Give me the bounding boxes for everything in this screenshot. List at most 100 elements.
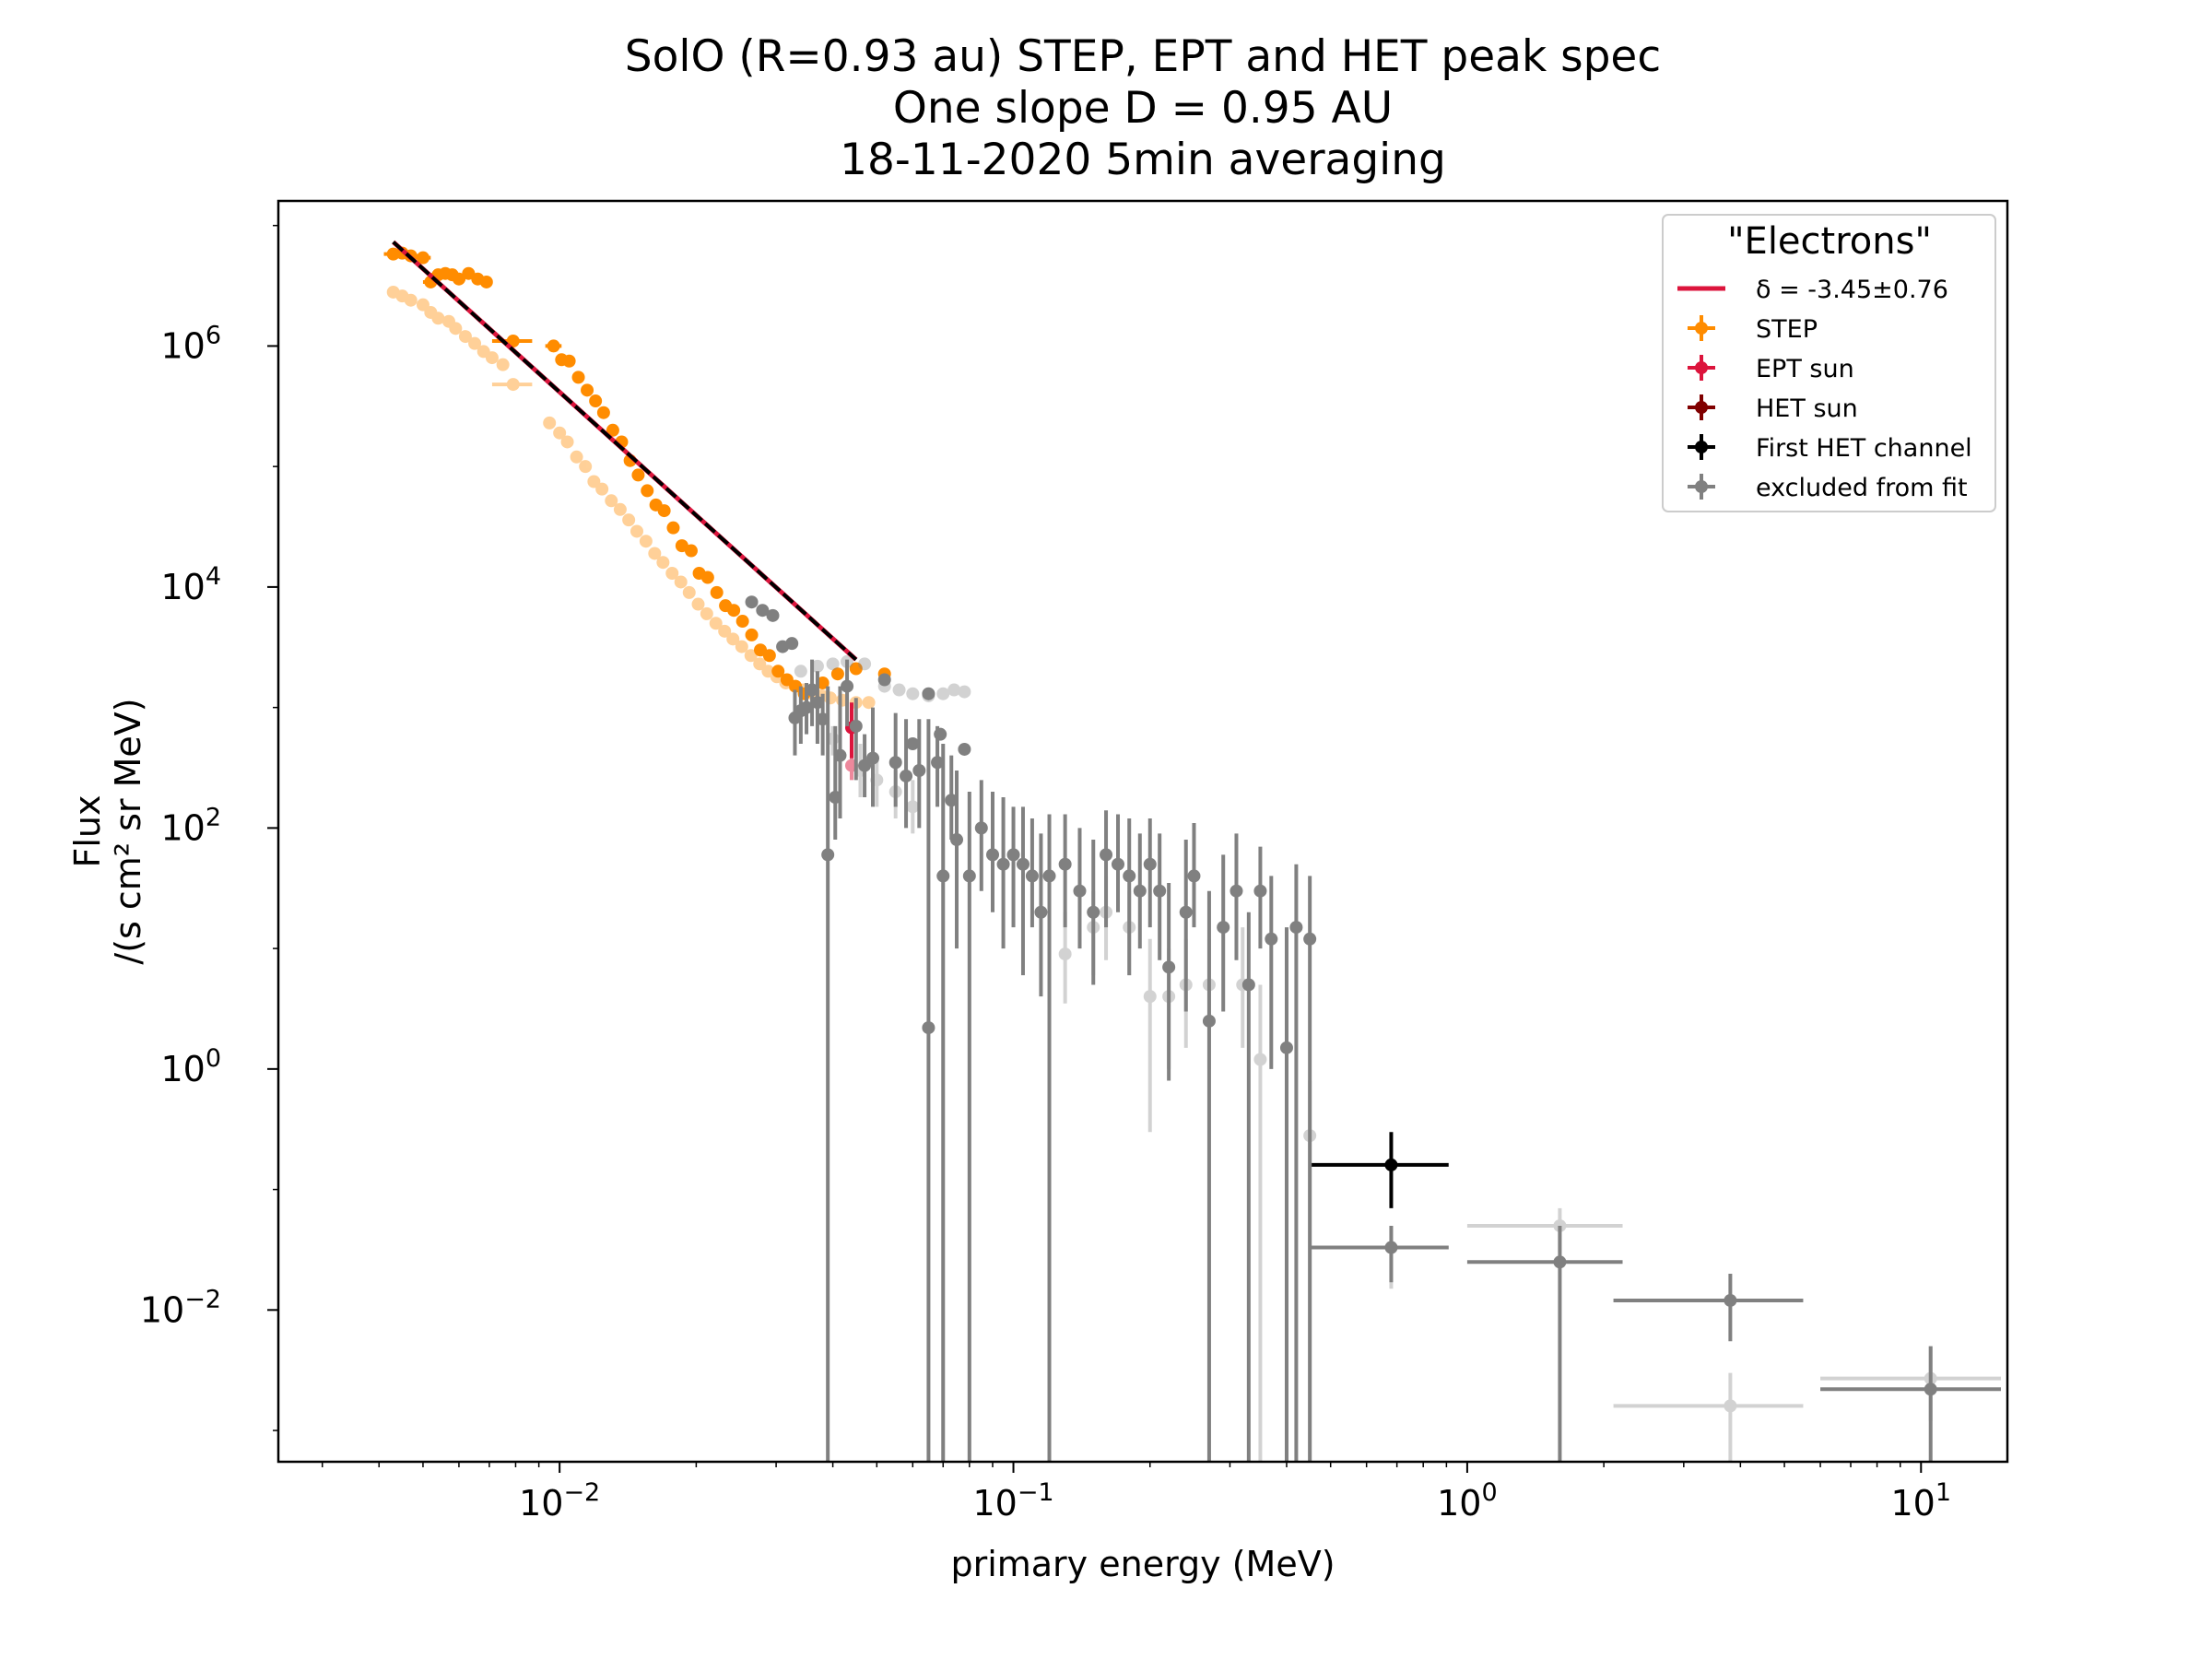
data-point: [945, 794, 959, 807]
data-point: [823, 691, 837, 705]
data-point: [1241, 978, 1255, 992]
title-line-3: 18-11-2020 5min averaging: [840, 135, 1446, 185]
data-point: [1162, 960, 1176, 974]
data-point: [587, 475, 601, 488]
data-point: [416, 298, 429, 312]
data-point: [684, 544, 698, 558]
legend-entry: STEP: [1688, 315, 1818, 344]
data-point: [1016, 857, 1030, 871]
data-point: [1042, 869, 1056, 883]
y-axis-label-line-2: /(s cm² sr MeV): [108, 698, 148, 964]
data-point: [718, 624, 732, 638]
legend-label: δ = -3.45±0.76: [1756, 276, 1948, 304]
data-point: [789, 679, 803, 693]
x-axis-label: primary energy (MeV): [950, 1544, 1335, 1584]
title-line-1: SolO (R=0.93 au) STEP, EPT and HET peak …: [625, 31, 1661, 82]
data-point: [605, 494, 618, 508]
data-point: [744, 649, 758, 663]
x-tick-exponent: 1: [1936, 1478, 1951, 1507]
data-point: [449, 322, 463, 335]
data-point: [816, 676, 830, 689]
data-point: [506, 378, 520, 392]
data-point: [416, 251, 429, 265]
data-point: [543, 416, 557, 429]
data-point: [1553, 1255, 1567, 1269]
data-point: [1724, 1293, 1737, 1307]
data-point: [631, 468, 645, 482]
data-point: [1034, 905, 1048, 919]
data-point: [779, 676, 793, 689]
data-point: [1384, 1158, 1398, 1171]
series-1: [386, 285, 876, 710]
data-point: [1265, 932, 1278, 946]
data-point: [468, 336, 482, 350]
y-tick-exponent: −2: [184, 1285, 221, 1313]
data-point: [800, 700, 814, 714]
data-point: [888, 756, 902, 770]
data-point: [386, 285, 400, 299]
data-point: [1724, 1399, 1737, 1413]
y-axis-label: Flux /(s cm² sr MeV): [67, 698, 148, 964]
data-point: [806, 683, 819, 697]
data-point: [1143, 990, 1157, 1004]
data-point: [700, 571, 714, 584]
data-point: [892, 683, 906, 697]
data-point: [1087, 905, 1100, 919]
data-point: [853, 763, 867, 777]
data-point: [912, 763, 926, 777]
data-point: [1179, 905, 1193, 919]
data-point: [888, 785, 902, 799]
data-point: [641, 484, 654, 498]
series-5: [745, 595, 2001, 1462]
data-point: [833, 748, 847, 762]
data-point: [666, 521, 680, 535]
data-point: [570, 450, 583, 464]
data-point: [589, 394, 603, 408]
data-point: [735, 615, 749, 629]
data-point: [1179, 978, 1193, 992]
data-point: [1202, 978, 1216, 992]
data-point: [906, 800, 920, 814]
data-point: [866, 751, 880, 765]
y-axis-label-line-1: Flux: [67, 795, 108, 868]
data-point: [1384, 1241, 1398, 1254]
data-point: [477, 345, 490, 359]
plot-frame: [276, 199, 2009, 1464]
data-point: [877, 673, 891, 687]
legend-marker: [1695, 441, 1708, 453]
data-point: [821, 848, 835, 862]
data-point: [1279, 1041, 1293, 1054]
data-point: [756, 604, 770, 618]
data-point: [726, 632, 740, 646]
x-tick-exponent: −2: [563, 1478, 600, 1507]
data-point: [841, 654, 854, 668]
data-point: [1303, 1129, 1317, 1143]
legend-entry: δ = -3.45±0.76: [1677, 276, 1948, 304]
data-point: [735, 640, 748, 653]
y-tick-exponent: 0: [206, 1044, 221, 1073]
data-point: [1162, 990, 1176, 1004]
data-point: [1230, 884, 1243, 898]
data-point: [579, 460, 593, 474]
data-point: [810, 659, 824, 673]
data-point: [936, 869, 950, 883]
data-point: [958, 742, 971, 756]
chart-title: SolO (R=0.93 au) STEP, EPT and HET peak …: [625, 31, 1661, 185]
y-tick-exponent: 4: [206, 562, 221, 591]
data-point: [485, 351, 499, 365]
data-point: [996, 857, 1010, 871]
data-point: [1924, 1382, 1937, 1396]
data-point: [571, 371, 585, 384]
legend-box: [1662, 214, 1996, 512]
data-point: [745, 628, 759, 641]
data-point: [404, 293, 418, 307]
data-point: [639, 535, 653, 548]
legend-marker: [1695, 322, 1708, 335]
series-4: [1310, 1132, 1449, 1208]
data-point: [1123, 921, 1136, 935]
data-point: [900, 769, 913, 782]
data-point: [1100, 848, 1113, 862]
data-point: [788, 679, 802, 693]
